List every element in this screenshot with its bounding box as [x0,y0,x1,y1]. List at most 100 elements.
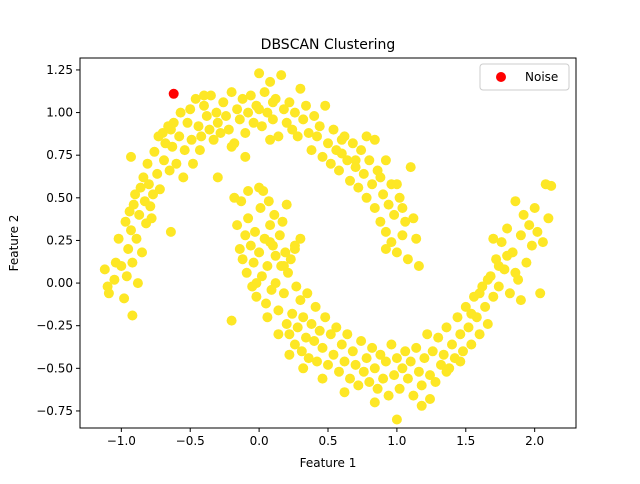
cluster-point [416,380,427,391]
cluster-point [380,155,391,166]
cluster-point [298,114,309,125]
cluster-point [243,213,254,224]
cluster-point [281,117,292,128]
cluster-point [504,288,515,299]
cluster-point [245,90,256,101]
cluster-point [320,312,331,323]
cluster-point [375,172,386,183]
cluster-point [369,397,380,408]
legend-box [479,63,570,91]
cluster-point [278,288,289,299]
cluster-point [413,366,424,377]
cluster-point [143,179,154,190]
cluster-point [312,356,322,367]
cluster-point [280,247,291,258]
series-noise [168,88,179,99]
cluster-point [369,363,380,374]
cluster-point [190,93,201,104]
cluster-point [466,308,477,319]
cluster-point [265,237,276,248]
cluster-point [325,158,336,169]
y-tick-label: −0.50 [36,361,73,375]
cluster-point [386,237,397,248]
cluster-point [394,383,405,394]
cluster-point [433,332,444,343]
cluster-point [103,288,114,299]
cluster-point [281,199,292,210]
cluster-point [488,233,499,244]
cluster-point [515,295,526,306]
cluster-point [159,155,169,166]
cluster-point [126,225,136,236]
cluster-point [455,329,466,340]
cluster-point [127,257,138,268]
cluster-point [526,240,537,251]
cluster-point [309,336,320,346]
cluster-point [269,209,280,220]
cluster-point [284,329,295,340]
cluster-point [347,138,358,149]
cluster-point [284,97,295,108]
cluster-point [243,107,254,118]
cluster-point [389,209,400,220]
cluster-point [254,247,265,258]
cluster-point [256,121,267,132]
cluster-point [185,104,196,115]
cluster-point [397,230,408,241]
cluster-point [488,291,499,302]
cluster-point [265,76,276,87]
x-tick-label: −1.0 [107,434,136,448]
legend-noise-marker [496,72,506,82]
x-tick-label: −0.5 [176,434,205,448]
cluster-point [196,131,207,142]
cluster-point [273,131,284,142]
cluster-point [199,100,209,111]
cluster-point [194,145,205,156]
cluster-point [510,267,521,278]
cluster-point [323,359,333,370]
cluster-point [402,373,413,384]
cluster-point [208,134,219,145]
cluster-point [113,233,124,244]
cluster-point [408,390,419,401]
cluster-point [380,244,391,254]
cluster-point [314,325,325,336]
cluster-point [422,329,433,340]
cluster-point [248,117,259,128]
cluster-point [317,342,328,353]
cluster-point [178,172,189,183]
cluster-point [301,332,311,343]
cluster-point [130,189,141,200]
cluster-point [205,90,216,101]
cluster-point [339,356,350,367]
legend-noise-label: Noise [525,70,558,84]
cluster-point [438,349,449,360]
cluster-point [347,346,358,357]
cluster-point [455,356,466,367]
cluster-point [127,310,138,321]
chart-title: DBSCAN Clustering [261,37,396,53]
cluster-point [317,373,328,384]
cluster-point [482,319,493,329]
cluster-point [116,261,127,271]
cluster-point [482,274,493,285]
cluster-point [303,128,314,138]
cluster-point [193,121,204,132]
cluster-point [441,322,452,333]
cluster-point [212,117,223,128]
cluster-point [248,257,259,268]
cluster-point [212,172,223,183]
cluster-point [188,158,198,169]
cluster-point [480,301,491,312]
cluster-point [99,264,110,275]
cluster-point [496,237,507,248]
cluster-point [353,182,364,193]
cluster-point [234,244,245,254]
cluster-point [336,148,347,159]
cluster-point [301,100,311,111]
cluster-point [310,301,321,312]
cluster-point [452,312,463,323]
cluster-point [259,87,270,98]
cluster-point [119,293,130,304]
cluster-point [405,162,416,173]
